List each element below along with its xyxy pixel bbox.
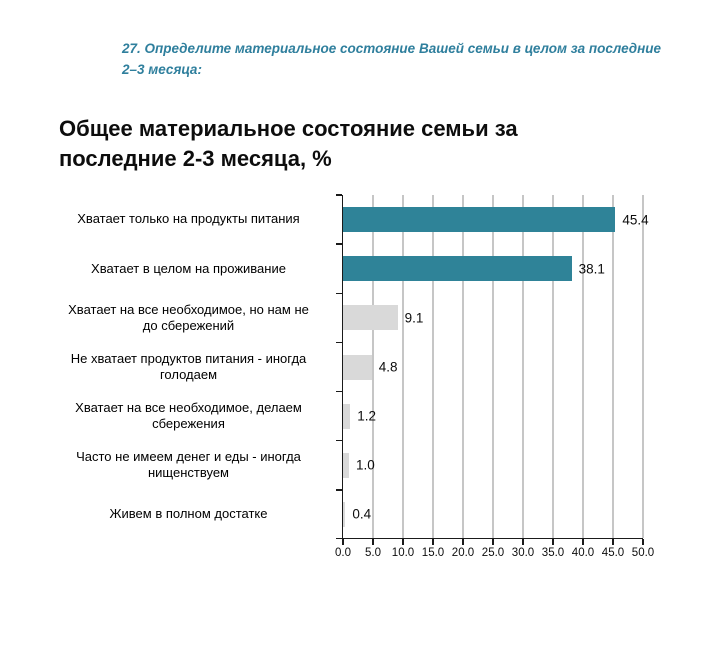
y-axis-tick	[336, 489, 342, 491]
x-axis-tick	[402, 539, 404, 545]
x-axis-tick-label: 20.0	[451, 547, 475, 559]
value-label: 1.2	[357, 408, 376, 424]
x-axis-tick-label: 5.0	[365, 547, 381, 559]
category-labels: Хватает только на продукты питания Хватае…	[40, 195, 337, 539]
category-label: Хватает на все необходимое, но нам не до…	[68, 301, 309, 333]
category-label: Хватает на все необходимое, делаем сбере…	[75, 399, 302, 432]
category-label: Не хватает продуктов питания - иногда го…	[70, 350, 307, 382]
gridline	[432, 195, 434, 538]
bar	[343, 207, 616, 233]
x-axis-tick-label: 25.0	[481, 547, 505, 559]
bar-chart: Хватает только на продукты питания Хватае…	[40, 194, 700, 595]
x-axis-tick	[462, 539, 464, 545]
value-label: 9.1	[404, 310, 424, 326]
x-axis-tick	[552, 539, 554, 545]
bar	[343, 452, 349, 478]
category-label: Живем в полном достатке	[109, 506, 268, 522]
chart-title-line-1: Общее материальное состояние семьи за	[59, 116, 518, 141]
y-axis-line	[341, 195, 343, 539]
value-label: 45.4	[622, 212, 649, 228]
gridline	[402, 195, 404, 538]
x-axis-tick-label: 35.0	[541, 547, 565, 559]
x-axis-tick-label: 45.0	[601, 547, 625, 559]
y-axis-tick	[336, 390, 342, 393]
y-axis-tick	[336, 537, 342, 539]
category-label: Хватает в целом на проживание	[91, 260, 286, 276]
question-text: 27. Определите материальное состояние Ва…	[122, 38, 722, 80]
y-axis-tick	[336, 341, 342, 344]
category-label: Часто не имеем денег и еды - иногда нище…	[76, 449, 301, 481]
value-label: 38.1	[578, 261, 605, 277]
y-axis-tick	[336, 439, 342, 442]
x-axis-tick-label: 10.0	[391, 547, 415, 559]
y-axis-tick	[336, 292, 342, 295]
gridline	[522, 195, 524, 538]
x-axis-tick	[432, 539, 434, 545]
x-axis-line	[336, 537, 643, 539]
x-axis-tick	[522, 539, 524, 545]
plot-area: 45.4 38.1 9.1 4.8 1.2 1.0 0.4 0.0 5.0 10.0 15.0 20.…	[335, 194, 654, 559]
category-label: Хватает только на продукты питания	[77, 211, 300, 227]
y-axis-tick	[336, 243, 342, 245]
gridline	[462, 195, 464, 538]
y-axis-tick	[336, 194, 342, 196]
value-label: 4.8	[378, 359, 398, 375]
bar	[343, 256, 572, 282]
gridline	[582, 195, 584, 538]
x-axis-tick-label: 15.0	[421, 547, 445, 559]
x-axis-tick-label: 30.0	[511, 547, 535, 559]
value-label: 0.4	[352, 506, 372, 522]
bar	[343, 403, 351, 429]
x-axis-tick	[642, 539, 644, 545]
x-axis-tick-label: 0.0	[335, 547, 351, 559]
chart-title-line-2: последние 2-3 месяца, %	[59, 146, 332, 171]
question-line-1: 27. Определите материальное состояние Ва…	[122, 41, 662, 56]
chart-title: Общее материальное состояние семьи за по…	[59, 114, 518, 174]
question-line-2: 2–3 месяца:	[122, 62, 202, 77]
bar	[343, 305, 398, 331]
x-axis-tick	[372, 539, 374, 545]
x-axis-tick	[612, 539, 614, 545]
x-axis-tick	[342, 539, 344, 545]
gridline	[642, 195, 644, 538]
x-axis-tick-label: 40.0	[571, 547, 595, 559]
x-axis-tick-label: 50.0	[631, 547, 655, 559]
gridline	[492, 195, 494, 538]
gridline	[612, 195, 614, 538]
bar	[343, 354, 372, 380]
bar	[343, 501, 346, 527]
gridline	[552, 195, 554, 538]
gridline	[372, 195, 374, 538]
x-axis-tick	[582, 539, 584, 545]
value-label: 1.0	[356, 457, 375, 473]
x-axis-tick	[492, 539, 494, 545]
